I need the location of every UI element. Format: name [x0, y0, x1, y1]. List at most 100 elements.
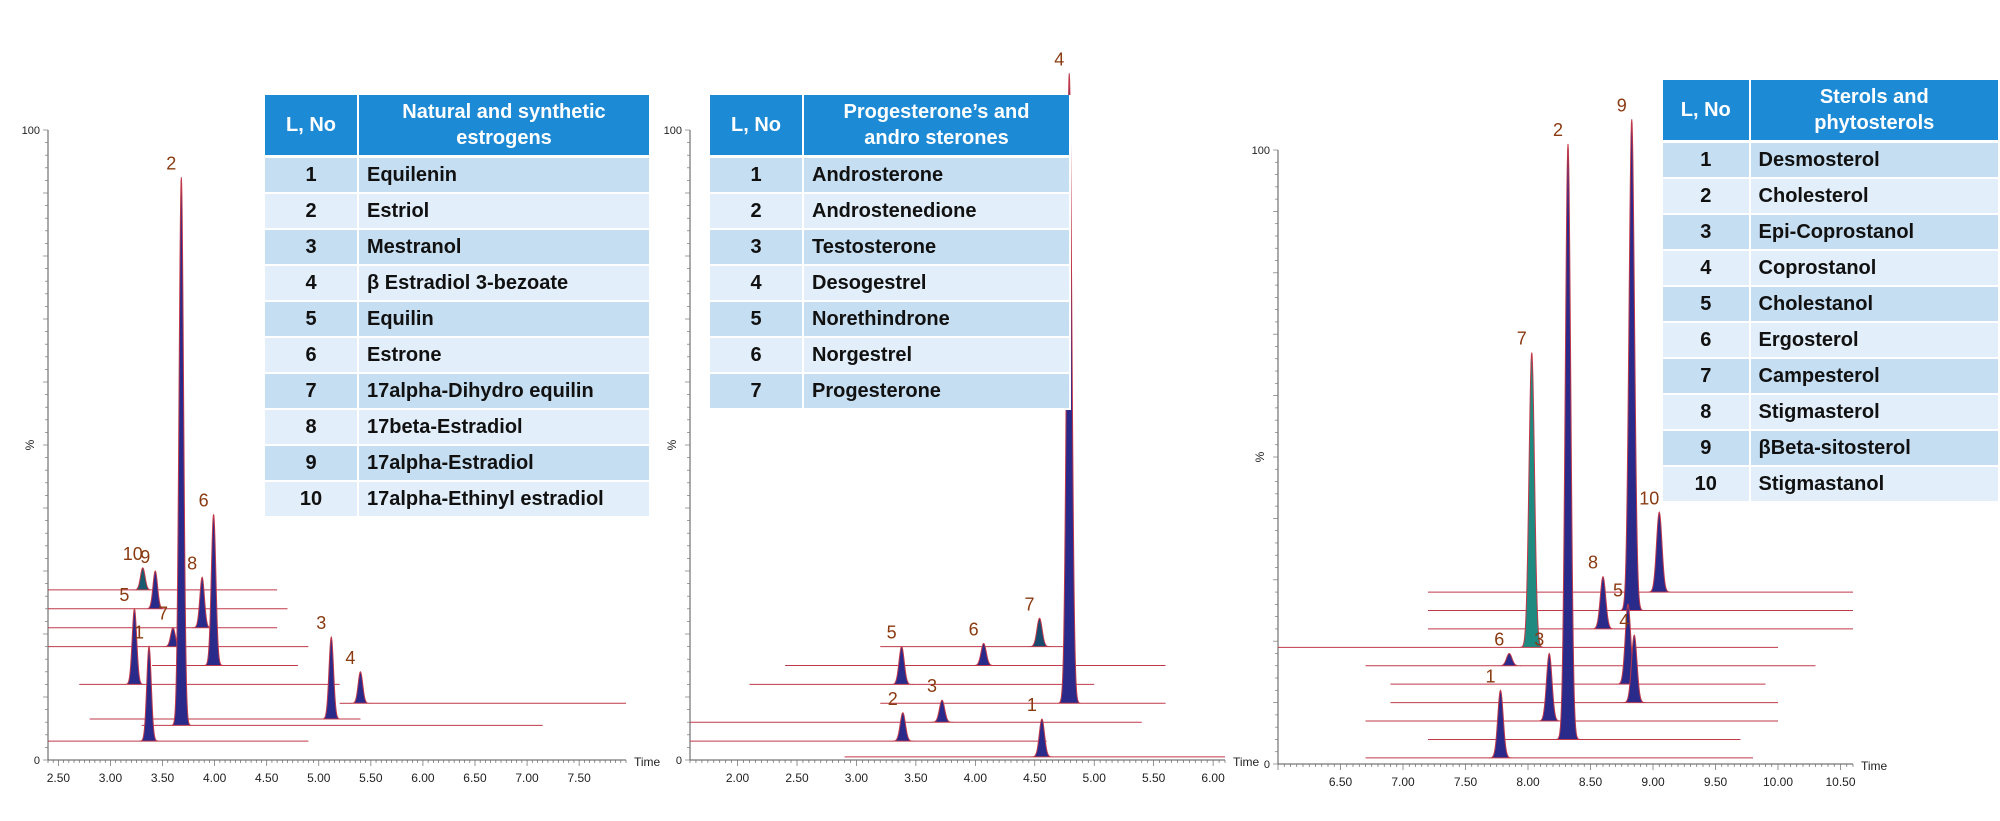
y-tick-label: 100 [22, 125, 40, 137]
legend-row: 3 Epi-Coprostanol [1663, 215, 2000, 251]
peak-label: 4 [1619, 611, 1629, 631]
legend-row: 1 Desmosterol [1663, 143, 2000, 179]
legend-number: 10 [265, 482, 359, 518]
peak-label: 7 [158, 604, 168, 624]
trace-peak-7: 7 [880, 594, 1071, 648]
legend-compound: Coprostanol [1750, 251, 2000, 287]
legend-compound: Stigmastanol [1750, 467, 2000, 503]
legend-number: 6 [265, 338, 359, 374]
peak-area [890, 645, 913, 685]
chart-1: 2.50 3.00 3.50 4.00 4.50 5.00 5.50 6.00 6.50 7.00… [22, 125, 661, 785]
peak-area [891, 712, 914, 742]
peak-area [203, 514, 224, 666]
peak-label: 7 [1517, 329, 1527, 349]
legend-compound: Androstenedione [804, 194, 1071, 230]
x-axis-label: Time [634, 755, 661, 769]
peak-label: 9 [140, 547, 150, 567]
trace-peak-3: 3 [89, 613, 361, 720]
legend-compound: Campesterol [1750, 359, 2000, 395]
peak-label: 5 [887, 623, 897, 643]
x-tick-label: 3.00 [845, 771, 869, 785]
peak-area [145, 570, 165, 610]
legend-row: 9 βBeta-sitosterol [1663, 431, 2000, 467]
x-tick-label: 4.50 [255, 771, 279, 785]
peak-area [1622, 634, 1646, 704]
legend-number: 3 [710, 230, 804, 266]
y-tick-label: 100 [1252, 145, 1270, 157]
legend-number: 5 [710, 302, 804, 338]
legend-number: 4 [265, 266, 359, 302]
legend-row: 5 Equilin [265, 302, 651, 338]
trace-peak-10: 10 [48, 544, 278, 591]
legend-row: 4 Coprostanol [1663, 251, 2000, 287]
legend-row: 2 Cholesterol [1663, 179, 2000, 215]
legend-header-title: Natural and synthetic estrogens [359, 95, 651, 158]
legend-row: 1 Equilenin [265, 158, 651, 194]
legend-row: 2 Estriol [265, 194, 651, 230]
legend-row: 3 Mestranol [265, 230, 651, 266]
trace-peak-2: 2 [1428, 120, 1741, 740]
legend-number: 10 [1663, 467, 1751, 503]
legend-row: 2 Androstenedione [710, 194, 1071, 230]
legend-number: 6 [1663, 323, 1751, 359]
x-tick-label: 6.50 [1329, 775, 1353, 789]
trace-peak-6: 6 [152, 490, 298, 666]
legend-compound: Estrone [359, 338, 651, 374]
legend-compound: Estriol [359, 194, 651, 230]
x-tick-label: 9.00 [1641, 775, 1665, 789]
trace-peak-3: 3 [690, 676, 1142, 723]
legend-header-title: Sterols and phytosterols [1750, 80, 2000, 143]
peak-area [350, 671, 371, 704]
trace-peak-7: 7 [1278, 329, 1778, 648]
legend-row: 1 Androsterone [710, 158, 1071, 194]
peak-label: 1 [134, 623, 144, 643]
x-axis-label: Time [1861, 759, 1888, 773]
legend-number: 7 [1663, 359, 1751, 395]
legend-header-number: L, No [1663, 80, 1751, 143]
trace-peak-5: 5 [1390, 580, 1766, 685]
y-axis-label: % [665, 439, 679, 450]
legend-number: 2 [710, 194, 804, 230]
legend-number: 9 [265, 446, 359, 482]
peak-area [1591, 575, 1615, 630]
peak-area [931, 699, 954, 723]
legend-number: 7 [710, 374, 804, 410]
x-tick-label: 10.00 [1763, 775, 1793, 789]
x-tick-label: 8.50 [1579, 775, 1603, 789]
legend-table-1: L, No Natural and synthetic estrogens 1 Equ… [265, 95, 651, 518]
trace-peak-3: 3 [1365, 629, 1778, 722]
x-tick-label: 2.00 [726, 771, 750, 785]
legend-compound: Cholestanol [1750, 287, 2000, 323]
peak-label: 5 [119, 585, 129, 605]
legend-row: 5 Cholestanol [1663, 287, 2000, 323]
legend-number: 5 [265, 302, 359, 338]
peak-area [1028, 617, 1051, 648]
legend-number: 3 [265, 230, 359, 266]
peak-label: 3 [927, 676, 937, 696]
legend-compound: Cholesterol [1750, 179, 2000, 215]
y-axis-label: % [1253, 451, 1267, 462]
trace-peak-1: 1 [48, 623, 309, 742]
peak-label: 2 [888, 689, 898, 709]
trace-peak-8: 8 [48, 553, 278, 629]
legend-header-number: L, No [710, 95, 804, 158]
legend-row: 7 Campesterol [1663, 359, 2000, 395]
legend-row: 9 17alpha-Estradiol [265, 446, 651, 482]
peak-area [1489, 689, 1512, 759]
trace-peak-4: 4 [1390, 611, 1778, 704]
legend-compound: 17alpha-Ethinyl estradiol [359, 482, 651, 518]
legend-compound: Norgestrel [804, 338, 1071, 374]
legend-row: 5 Norethindrone [710, 302, 1071, 338]
legend-row: 8 17beta-Estradiol [265, 410, 651, 446]
x-tick-label: 5.50 [359, 771, 383, 785]
legend-number: 7 [265, 374, 359, 410]
peak-label: 3 [316, 613, 326, 633]
x-tick-label: 9.50 [1704, 775, 1728, 789]
x-tick-label: 8.00 [1516, 775, 1540, 789]
peak-label: 6 [969, 619, 979, 639]
legend-compound: Norethindrone [804, 302, 1071, 338]
legend-number: 1 [265, 158, 359, 194]
legend-row: 7 Progesterone [710, 374, 1071, 410]
